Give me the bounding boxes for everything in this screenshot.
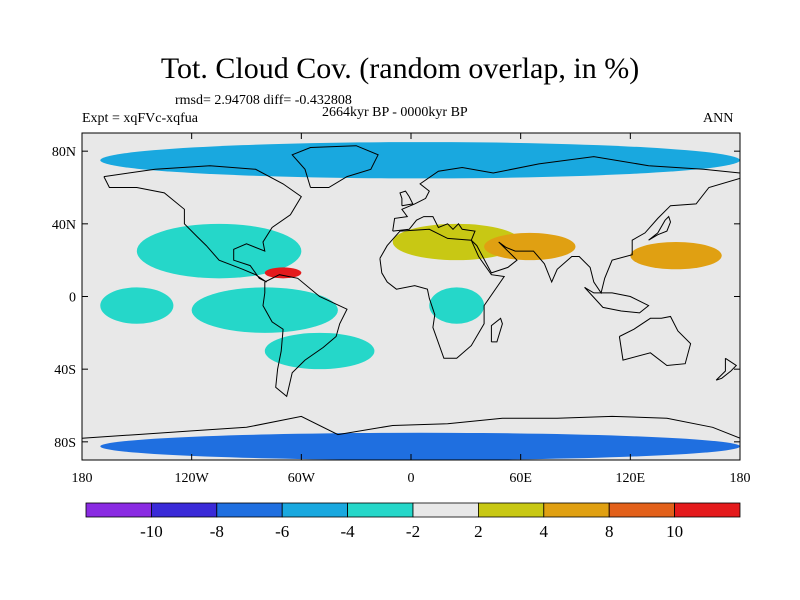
period-label: 2664kyr BP - 0000kyr BP (322, 105, 468, 120)
field-region-3 (429, 287, 485, 324)
field-region-7 (630, 242, 722, 270)
lat-tick-label: 40N (52, 218, 76, 233)
colorbar-box (216, 502, 283, 518)
rmsd-diff-stats: rmsd= 2.94708 diff= -0.432808 (175, 93, 352, 108)
lon-tick-label: 60E (509, 471, 532, 486)
colorbar-box (281, 502, 349, 518)
experiment-label: Expt = xqFVc-xqfua (82, 111, 198, 126)
field-region-9 (100, 142, 740, 179)
field-region-8 (100, 432, 740, 460)
colorbar-box (608, 502, 676, 518)
colorbar-box (85, 502, 152, 518)
colorbar-box (150, 502, 218, 518)
lat-tick-label: 0 (69, 291, 76, 306)
colorbar-label: -4 (341, 522, 356, 541)
lon-tick-label: 120W (175, 471, 210, 486)
lat-tick-label: 80N (52, 145, 76, 160)
coastline-japan (648, 215, 672, 241)
coastline-africa (379, 228, 506, 359)
colorbar-box (347, 502, 414, 518)
coastline-antarctica-coast (82, 415, 740, 439)
coastline-madagascar (490, 317, 503, 343)
coastlines (82, 145, 740, 439)
colorbar-label: 8 (605, 522, 614, 541)
field-region-2 (264, 332, 375, 370)
coastline-new-zealand (715, 357, 738, 381)
coastline-south-america (262, 274, 348, 398)
field-region-10 (264, 267, 302, 279)
cloud-cover-fields (100, 142, 740, 460)
colorbar-box (674, 502, 741, 518)
field-region-1 (191, 287, 338, 333)
colorbar-label: 4 (540, 522, 549, 541)
colorbar-label: -2 (406, 522, 420, 541)
season-label: ANN (703, 111, 734, 126)
coastline-greenland (291, 145, 379, 188)
colorbar-label: 10 (666, 522, 683, 541)
colorbar-label: 2 (474, 522, 483, 541)
lon-tick-label: 180 (730, 471, 751, 486)
lon-tick-label: 60W (288, 471, 316, 486)
coastline-australia (618, 315, 692, 367)
colorbar-box (477, 502, 545, 518)
coastline-eurasia (392, 156, 740, 295)
map-axes: 80N 40N 0 40S 80S 180 120W 60W 0 60E 120E 180 (52, 133, 751, 486)
coastline-indonesia (584, 286, 650, 314)
colorbar-label: -6 (275, 522, 289, 541)
colorbar: -10 -8 -6 -4 -2 2 4 8 10 (85, 502, 741, 541)
coastline-north-america (103, 165, 302, 283)
colorbar-box (412, 502, 479, 518)
map-background (82, 133, 740, 460)
lon-tick-label: 120E (616, 471, 646, 486)
colorbar-label: -10 (140, 522, 163, 541)
coastline-uk (399, 190, 414, 207)
lon-tick-label: 0 (408, 471, 415, 486)
lat-tick-label: 80S (54, 436, 76, 451)
colorbar-box (543, 502, 610, 518)
lat-tick-label: 40S (54, 363, 76, 378)
field-region-6 (484, 232, 576, 261)
colorbar-label: -8 (210, 522, 224, 541)
field-region-0 (136, 223, 302, 279)
field-region-4 (100, 287, 174, 324)
map-title: Tot. Cloud Cov. (random overlap, in %) (160, 52, 640, 85)
lon-tick-label: 180 (72, 471, 93, 486)
